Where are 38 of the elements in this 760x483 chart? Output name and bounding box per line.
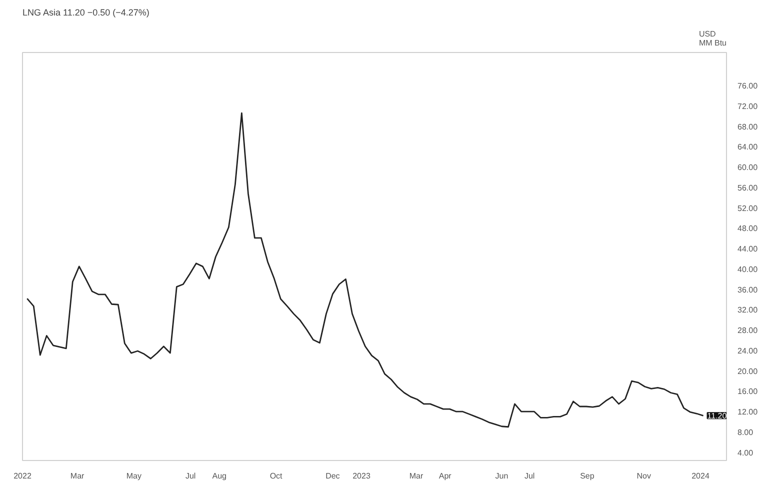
y-tick-label: 36.00 xyxy=(738,285,758,294)
x-tick-label: 2024 xyxy=(692,472,710,480)
y-tick-label: 16.00 xyxy=(738,387,758,396)
annotation: 11.20 xyxy=(707,412,728,421)
x-tick-label: Nov xyxy=(636,472,651,480)
x-tick-label: Jul xyxy=(185,472,196,480)
y-tick-label: 48.00 xyxy=(738,224,758,234)
x-tick-label: Mar xyxy=(70,472,85,480)
y-tick-label: 28.00 xyxy=(738,326,758,336)
y-tick-label: 76.00 xyxy=(738,82,758,91)
y-tick-label: 52.00 xyxy=(738,204,758,213)
x-tick-label: Aug xyxy=(212,472,227,480)
y-tick-label: 44.00 xyxy=(738,244,758,254)
y-tick-label: 20.00 xyxy=(738,366,758,376)
y-tick-label: 40.00 xyxy=(738,264,758,274)
x-tick-label: Apr xyxy=(438,472,452,480)
x-tick-label: May xyxy=(126,472,142,480)
y-tick-label: 72.00 xyxy=(738,102,758,111)
x-tick-label: Jun xyxy=(495,472,508,480)
y-tick-label: 4.00 xyxy=(738,448,754,458)
y-axis-title: USD MM Btu xyxy=(698,30,727,48)
x-tick-label: Jul xyxy=(524,472,535,480)
x-tick-label: Dec xyxy=(326,472,340,480)
x-tick-label: 2023 xyxy=(352,472,371,480)
x-tick-label: Sep xyxy=(580,472,595,480)
chart-title: LNG Asia 11.20 −0.50 (−4.27%) xyxy=(22,8,150,18)
x-tick-label: 2022 xyxy=(14,472,32,480)
y-tick-label: 12.00 xyxy=(738,408,758,417)
y-tick-label: 8.00 xyxy=(738,428,754,437)
y-tick-label: 24.00 xyxy=(738,346,758,356)
y-tick-label: 64.00 xyxy=(738,142,758,152)
x-tick-label: Oct xyxy=(270,472,284,480)
y-tick-label: 56.00 xyxy=(738,183,758,192)
y-tick-label: 68.00 xyxy=(738,122,758,132)
y-tick-label: 32.00 xyxy=(738,306,758,315)
y-tick-label: 60.00 xyxy=(738,163,758,172)
x-tick-label: Mar xyxy=(409,472,424,480)
line-series xyxy=(26,112,704,428)
